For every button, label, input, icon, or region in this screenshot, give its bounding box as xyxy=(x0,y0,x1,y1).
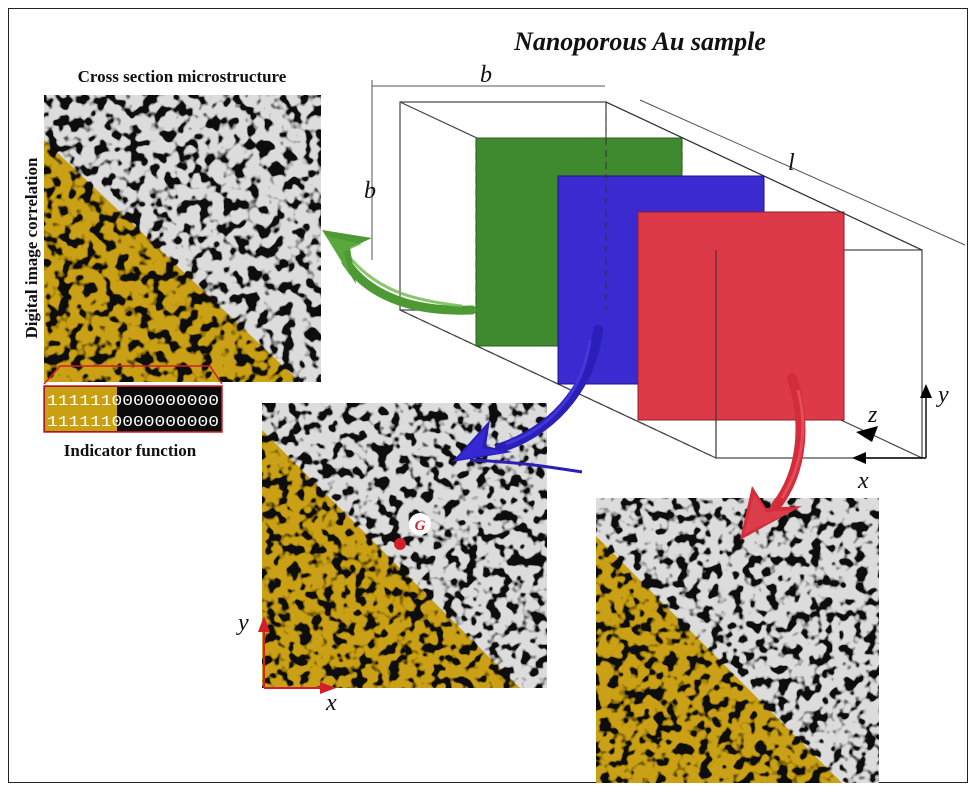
dim-l-label: l xyxy=(788,150,795,176)
dic-image-right xyxy=(596,498,879,783)
small-axes xyxy=(258,616,336,694)
blue-arrow-icon xyxy=(452,325,603,474)
dim-b-side-label: b xyxy=(364,178,376,204)
bit-row-1: 1111110000000000 xyxy=(47,393,219,410)
dimension-lines xyxy=(371,80,966,260)
dic-image-middle xyxy=(262,403,547,688)
axis-arrow-icon xyxy=(920,384,932,398)
dic-label: Digital image correlation xyxy=(22,157,41,339)
axis-arrow-icon xyxy=(852,452,866,464)
indicator-callout: 1111110000000000 1111110000000000 xyxy=(43,365,223,433)
point-g-marker xyxy=(394,538,406,550)
point-g-badge xyxy=(409,513,431,535)
box-overlay-lines xyxy=(605,101,923,458)
axis-x-label: x xyxy=(857,468,869,494)
axis-arrow-icon xyxy=(320,682,336,694)
cross-section-image xyxy=(44,95,321,382)
red-arrow-icon xyxy=(740,373,806,540)
bit-row-2: 1111110000000000 xyxy=(47,414,219,431)
point-g-label: G xyxy=(415,518,426,534)
green-arrow-icon xyxy=(322,230,477,315)
red-slice xyxy=(637,211,845,421)
main-axes xyxy=(852,384,932,464)
indicator-label: Indicator function xyxy=(64,441,197,460)
figure-title: Nanoporous Au sample xyxy=(513,27,766,56)
small-axis-y-label: y xyxy=(236,610,249,636)
axis-y-label: y xyxy=(936,382,949,408)
cross-section-label: Cross section microstructure xyxy=(78,67,287,86)
axis-arrow-icon xyxy=(856,426,878,442)
dim-b-top-label: b xyxy=(480,62,492,88)
axis-z-label: z xyxy=(867,402,878,428)
small-axis-x-label: x xyxy=(325,690,337,716)
axis-arrow-icon xyxy=(258,616,270,632)
